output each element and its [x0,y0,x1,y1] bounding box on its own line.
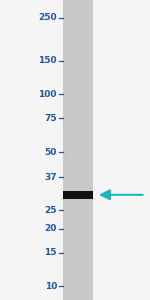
Text: 10: 10 [45,282,57,291]
Text: 37: 37 [44,173,57,182]
Text: 75: 75 [44,114,57,123]
Text: 150: 150 [38,56,57,65]
Text: 20: 20 [45,224,57,233]
Bar [63,191,93,199]
Text: 25: 25 [45,206,57,214]
Text: 15: 15 [45,248,57,257]
Text: 250: 250 [38,14,57,22]
Bar [63,0,93,300]
Text: 50: 50 [45,148,57,157]
Text: 100: 100 [39,90,57,99]
